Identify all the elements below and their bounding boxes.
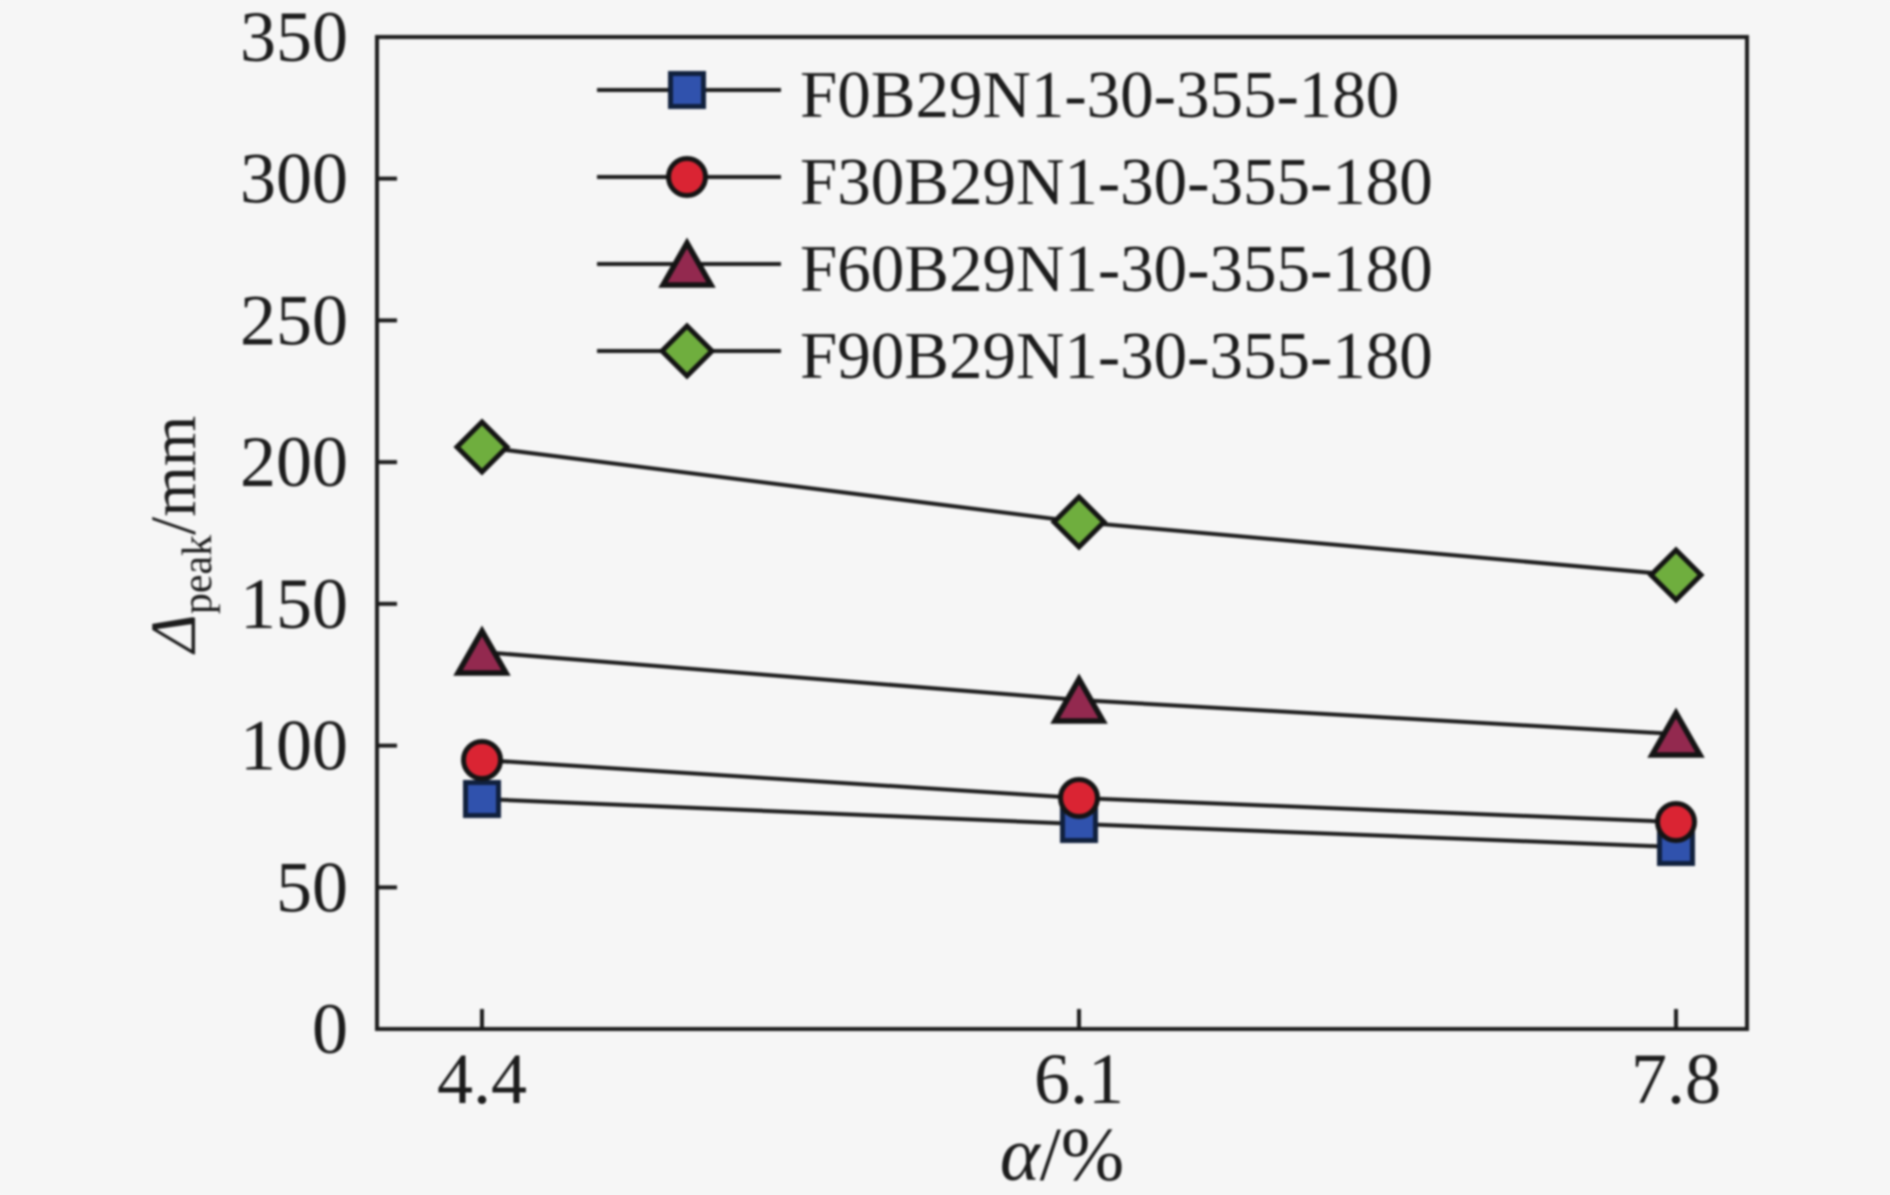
svg-text:150: 150 [240,564,348,644]
svg-text:6.1: 6.1 [1034,1039,1124,1119]
svg-text:α/%: α/% [1000,1113,1124,1195]
svg-text:0: 0 [312,989,348,1069]
svg-text:100: 100 [240,706,348,786]
svg-text:F60B29N1-30-355-180: F60B29N1-30-355-180 [800,232,1433,306]
svg-text:50: 50 [276,847,348,927]
svg-text:4.4: 4.4 [437,1039,527,1119]
svg-text:200: 200 [240,422,348,502]
svg-text:Δpeak/mm: Δpeak/mm [138,416,221,656]
svg-text:350: 350 [240,0,348,77]
svg-text:250: 250 [240,280,348,360]
svg-text:300: 300 [240,139,348,219]
svg-text:7.8: 7.8 [1631,1039,1721,1119]
svg-text:F90B29N1-30-355-180: F90B29N1-30-355-180 [800,319,1433,393]
svg-text:F0B29N1-30-355-180: F0B29N1-30-355-180 [800,58,1399,132]
svg-text:F30B29N1-30-355-180: F30B29N1-30-355-180 [800,145,1433,219]
